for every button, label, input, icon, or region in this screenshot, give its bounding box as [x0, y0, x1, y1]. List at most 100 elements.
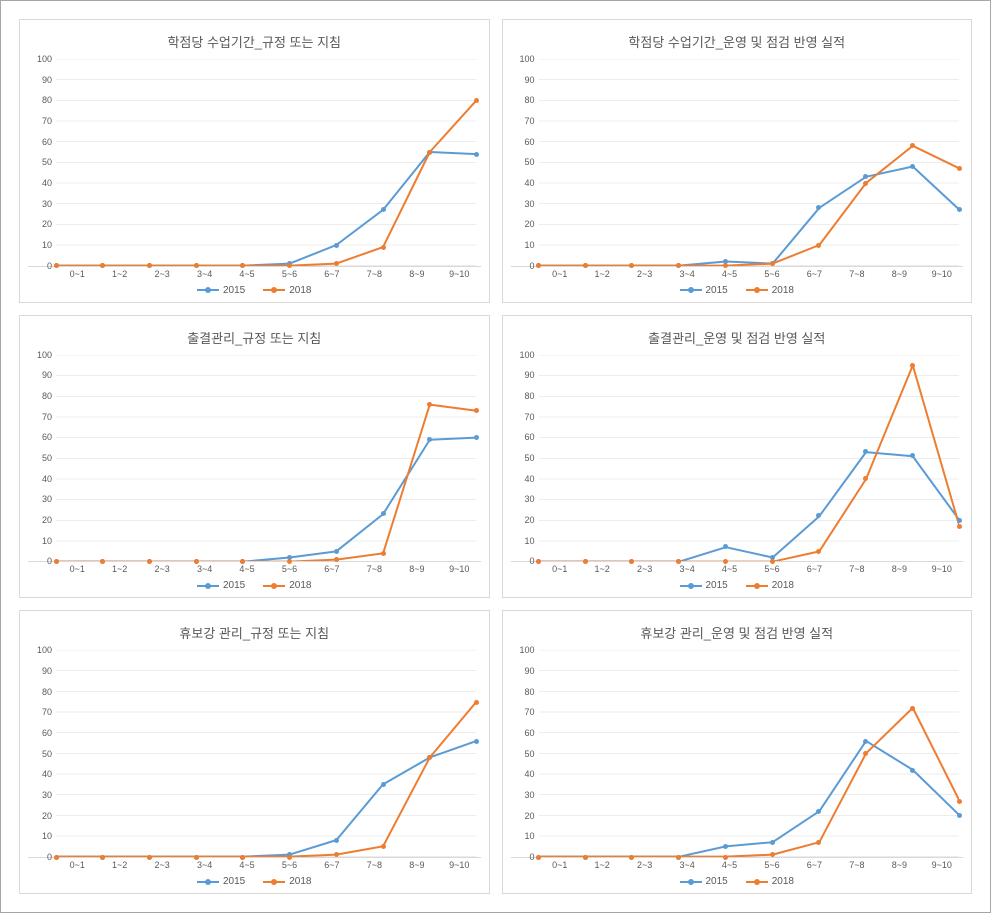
x-axis: 0~11~22~33~44~55~66~77~88~99~10	[28, 267, 481, 279]
x-tick-label: 1~2	[581, 564, 623, 574]
chart-title: 학점당 수업기간_운영 및 점검 반영 실적	[511, 26, 964, 59]
legend-marker-icon	[271, 879, 277, 885]
y-tick-label: 70	[524, 412, 534, 422]
y-tick-label: 30	[42, 790, 52, 800]
data-marker	[816, 243, 821, 248]
y-tick-label: 90	[524, 370, 534, 380]
x-tick-label: 9~10	[438, 269, 480, 279]
legend-line-icon	[746, 881, 768, 883]
legend-line-icon	[680, 289, 702, 291]
x-axis: 0~11~22~33~44~55~66~77~88~99~10	[28, 562, 481, 574]
x-tick-label: 7~8	[353, 860, 395, 870]
data-marker	[381, 207, 386, 212]
data-marker	[147, 559, 152, 564]
x-tick-label: 4~5	[226, 564, 268, 574]
chart-panel-c6: 휴보강 관리_운영 및 점검 반영 실적01020304050607080901…	[502, 610, 973, 894]
x-tick-label: 3~4	[183, 564, 225, 574]
x-axis: 0~11~22~33~44~55~66~77~88~99~10	[511, 267, 964, 279]
y-tick-label: 10	[42, 536, 52, 546]
data-marker	[474, 435, 479, 440]
chart-title: 학점당 수업기간_규정 또는 지침	[28, 26, 481, 59]
y-tick-label: 20	[524, 219, 534, 229]
legend-item-2018: 2018	[746, 285, 794, 296]
data-marker	[54, 559, 59, 564]
x-tick-label: 4~5	[708, 564, 750, 574]
x-tick-label: 1~2	[581, 269, 623, 279]
legend-item-2018: 2018	[263, 580, 311, 591]
legend-line-icon	[680, 881, 702, 883]
x-tick-label: 5~6	[268, 564, 310, 574]
data-marker	[287, 559, 292, 564]
legend-label: 2018	[289, 285, 311, 296]
x-tick-label: 6~7	[793, 269, 835, 279]
x-tick-label: 3~4	[666, 269, 708, 279]
x-tick-label: 2~3	[623, 860, 665, 870]
y-tick-label: 10	[524, 240, 534, 250]
data-marker	[816, 549, 821, 554]
y-tick-label: 60	[524, 432, 534, 442]
y-tick-label: 90	[42, 370, 52, 380]
y-tick-label: 60	[524, 137, 534, 147]
plot-inner: 0102030405060708090100	[539, 59, 960, 266]
x-tick-label: 9~10	[921, 269, 963, 279]
data-marker	[334, 261, 339, 266]
legend-item-2018: 2018	[746, 876, 794, 887]
x-tick-label: 8~9	[878, 860, 920, 870]
y-tick-label: 100	[37, 350, 52, 360]
chart-row-3: 휴보강 관리_규정 또는 지침01020304050607080901000~1…	[19, 610, 972, 894]
legend-item-2015: 2015	[680, 580, 728, 591]
y-tick-label: 80	[524, 687, 534, 697]
y-tick-label: 90	[42, 75, 52, 85]
y-tick-label: 10	[524, 831, 534, 841]
y-tick-label: 50	[524, 453, 534, 463]
legend-line-icon	[746, 289, 768, 291]
data-marker	[334, 557, 339, 562]
x-tick-label: 1~2	[98, 564, 140, 574]
data-marker	[910, 768, 915, 773]
x-tick-label: 4~5	[708, 860, 750, 870]
data-marker	[381, 844, 386, 849]
x-tick-label: 6~7	[311, 564, 353, 574]
legend-item-2018: 2018	[746, 580, 794, 591]
y-tick-label: 70	[42, 707, 52, 717]
legend-line-icon	[263, 881, 285, 883]
x-axis: 0~11~22~33~44~55~66~77~88~99~10	[28, 858, 481, 870]
x-tick-label: 7~8	[353, 564, 395, 574]
y-tick-label: 30	[524, 494, 534, 504]
chart-panel-c1: 학점당 수업기간_규정 또는 지침01020304050607080901000…	[19, 19, 490, 303]
x-tick-label: 4~5	[226, 269, 268, 279]
y-tick-label: 60	[524, 728, 534, 738]
x-tick-label: 6~7	[311, 269, 353, 279]
y-tick-label: 100	[519, 645, 534, 655]
chart-panel-c3: 출결관리_규정 또는 지침01020304050607080901000~11~…	[19, 315, 490, 599]
y-tick-label: 50	[42, 453, 52, 463]
legend-line-icon	[197, 585, 219, 587]
y-tick-label: 80	[42, 687, 52, 697]
data-marker	[54, 855, 59, 860]
x-tick-label: 4~5	[708, 269, 750, 279]
chart-title: 출결관리_운영 및 점검 반영 실적	[511, 322, 964, 355]
legend-marker-icon	[205, 879, 211, 885]
x-tick-label: 0~1	[56, 860, 98, 870]
data-marker	[910, 164, 915, 169]
y-tick-label: 80	[524, 391, 534, 401]
y-tick-label: 70	[524, 116, 534, 126]
x-tick-label: 2~3	[623, 269, 665, 279]
plot-area: 0102030405060708090100	[28, 59, 481, 267]
data-marker	[474, 739, 479, 744]
legend-marker-icon	[688, 583, 694, 589]
plot-wrap: 01020304050607080901000~11~22~33~44~55~6…	[28, 59, 481, 298]
data-marker	[194, 855, 199, 860]
y-tick-label: 20	[524, 811, 534, 821]
legend-label: 2018	[772, 285, 794, 296]
data-marker	[54, 263, 59, 268]
legend: 2015 2018	[511, 574, 964, 593]
data-marker	[863, 181, 868, 186]
data-marker	[381, 511, 386, 516]
x-tick-label: 2~3	[141, 860, 183, 870]
x-tick-label: 1~2	[98, 860, 140, 870]
legend-marker-icon	[754, 287, 760, 293]
charts-grid-frame: 학점당 수업기간_규정 또는 지침01020304050607080901000…	[0, 0, 991, 913]
y-tick-label: 90	[524, 666, 534, 676]
data-marker	[957, 207, 962, 212]
